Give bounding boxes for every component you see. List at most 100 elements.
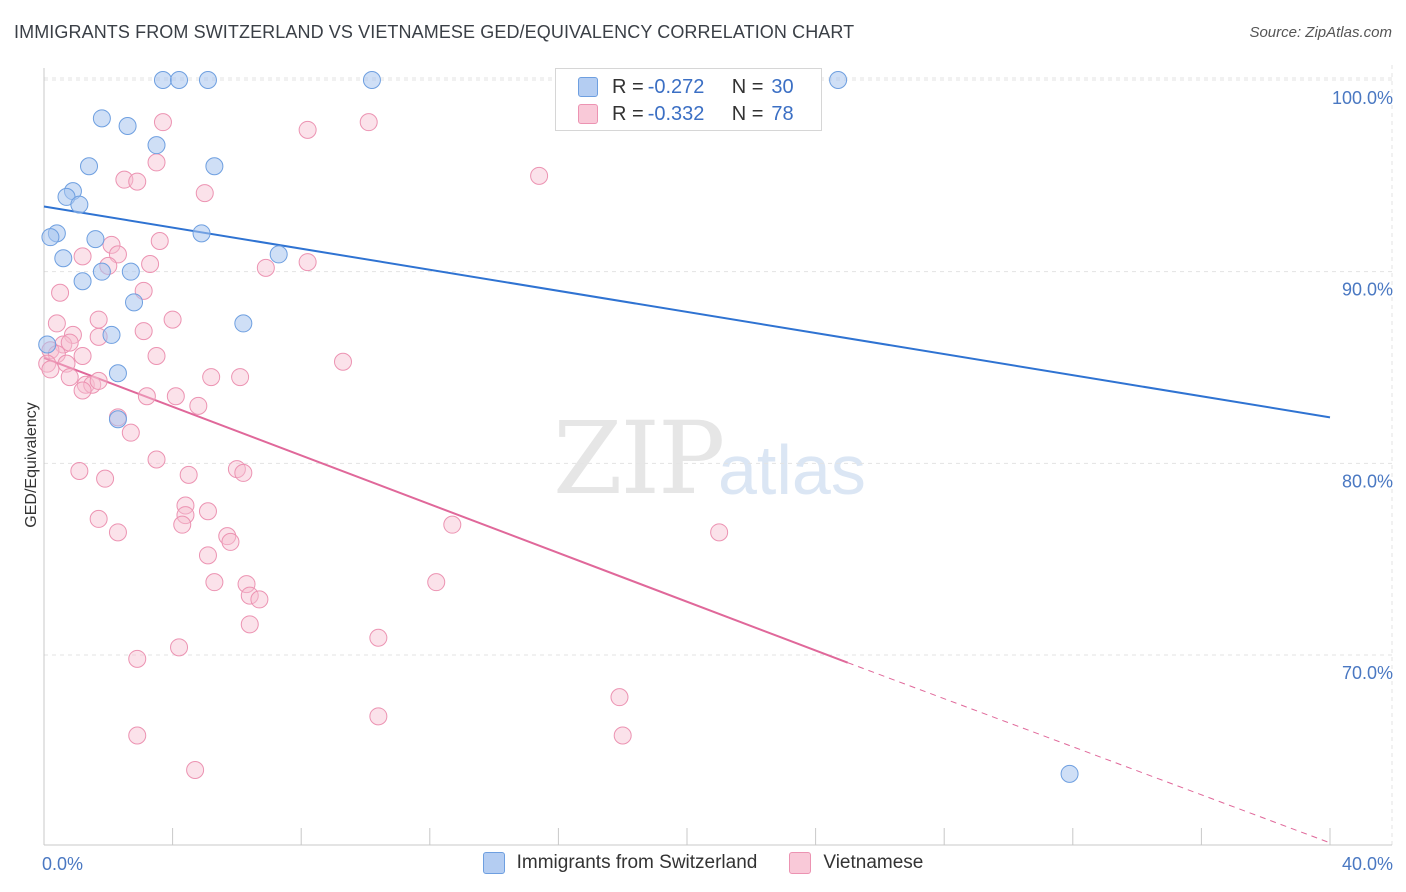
point-vietnamese (231, 368, 250, 387)
point-switzerland (38, 335, 57, 354)
point-vietnamese (137, 387, 156, 406)
point-switzerland (41, 228, 60, 247)
point-vietnamese (121, 423, 140, 442)
legend-item-vietnamese[interactable]: Vietnamese (789, 852, 923, 874)
legend-swatch-blue (578, 77, 598, 97)
point-vietnamese (359, 113, 378, 132)
point-vietnamese (427, 573, 446, 592)
point-vietnamese (198, 502, 217, 521)
point-vietnamese (89, 371, 108, 390)
point-switzerland (192, 224, 211, 243)
point-vietnamese (610, 688, 629, 707)
point-switzerland (108, 364, 127, 383)
legend-r-label: R = (612, 102, 644, 125)
point-vietnamese (166, 387, 185, 406)
y-tick-label: 90.0% (1342, 280, 1393, 300)
point-vietnamese (60, 368, 79, 387)
point-vietnamese (179, 465, 198, 484)
point-vietnamese (333, 352, 352, 371)
point-vietnamese (221, 532, 240, 551)
point-vietnamese (170, 638, 189, 657)
axis-labels: 70.0% 80.0% 90.0% 100.0% 0.0% 40.0% GED/Equiva… (23, 88, 1393, 874)
point-vietnamese (47, 314, 66, 333)
point-vietnamese (102, 235, 121, 254)
trend-line-vietnamese-extrapolated (847, 662, 1331, 844)
point-switzerland (153, 71, 172, 89)
grid-lines (44, 65, 1395, 845)
point-vietnamese (147, 450, 166, 469)
point-switzerland (362, 71, 381, 89)
point-vietnamese (198, 546, 217, 565)
legend-r-value: -0.272 (647, 75, 705, 98)
legend-n-value: 78 (771, 102, 794, 125)
point-vietnamese (240, 586, 259, 605)
y-axis-title: GED/Equivalency (23, 402, 40, 527)
y-tick-label: 100.0% (1332, 88, 1393, 108)
point-vietnamese (186, 761, 205, 779)
legend-r-label: R = (612, 75, 644, 98)
point-vietnamese (150, 232, 169, 250)
point-vietnamese (51, 283, 70, 302)
y-tick-label: 80.0% (1342, 471, 1393, 491)
point-vietnamese (234, 463, 253, 482)
point-vietnamese (96, 469, 115, 488)
point-switzerland (118, 117, 137, 135)
point-switzerland (125, 293, 144, 312)
point-vietnamese (108, 245, 127, 264)
point-vietnamese (710, 523, 729, 542)
legend-n-value: 30 (771, 75, 794, 98)
legend-row-vietnamese: R = -0.332 N = 78 (578, 102, 794, 126)
point-switzerland (70, 195, 89, 214)
legend-row-switzerland: R = -0.272 N = 30 (578, 75, 794, 99)
point-vietnamese (70, 462, 89, 480)
point-switzerland (198, 71, 217, 89)
point-vietnamese (163, 310, 182, 329)
watermark-zip: ZIP (553, 400, 725, 517)
point-switzerland (92, 262, 111, 281)
point-switzerland (121, 262, 140, 281)
point-vietnamese (613, 726, 632, 745)
point-vietnamese (176, 496, 195, 515)
point-vietnamese (89, 509, 108, 528)
point-vietnamese (173, 515, 192, 534)
x-tick-label-min: 0.0% (42, 854, 83, 874)
point-vietnamese (38, 354, 57, 373)
point-vietnamese (73, 381, 92, 400)
watermark-atlas: atlas (718, 431, 866, 509)
legend-n-label: N = (731, 102, 764, 125)
legend-r-value: -0.332 (647, 102, 705, 125)
trend-line-vietnamese (43, 356, 849, 664)
legend-label-switzerland: Immigrants from Switzerland (516, 852, 758, 873)
legend-swatch-pink (578, 104, 598, 124)
point-vietnamese (73, 247, 92, 266)
point-switzerland (170, 71, 189, 89)
point-vietnamese (41, 360, 60, 379)
x-tick-label-max: 40.0% (1342, 854, 1393, 874)
point-vietnamese (141, 255, 160, 273)
point-vietnamese (195, 184, 214, 203)
point-switzerland (102, 325, 121, 344)
point-switzerland (829, 71, 848, 89)
point-switzerland (1060, 764, 1079, 783)
point-vietnamese (128, 726, 147, 745)
point-vietnamese (128, 172, 147, 191)
point-vietnamese (134, 281, 153, 300)
point-vietnamese (369, 707, 388, 726)
point-vietnamese (147, 347, 166, 365)
legend-item-switzerland[interactable]: Immigrants from Switzerland (482, 852, 758, 874)
source-label: Source: ZipAtlas.com (1249, 24, 1392, 41)
point-vietnamese (205, 573, 224, 592)
point-vietnamese (134, 322, 153, 341)
point-switzerland (80, 157, 99, 176)
trend-line-switzerland (43, 205, 1331, 419)
correlation-legend: R = -0.272 N = 30 R = -0.332 N = 78 (555, 68, 822, 131)
point-vietnamese (530, 166, 549, 185)
point-vietnamese (298, 253, 317, 272)
point-vietnamese (250, 590, 269, 609)
point-vietnamese (240, 615, 259, 634)
data-points (38, 71, 1079, 783)
point-vietnamese (218, 527, 237, 546)
point-switzerland (92, 109, 111, 128)
trend-lines (43, 205, 1331, 844)
